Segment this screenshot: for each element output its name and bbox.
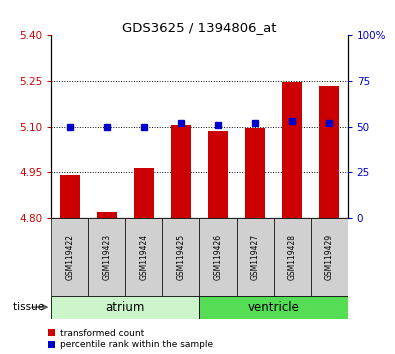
Bar [199,218,237,296]
Text: atrium: atrium [106,301,145,314]
Bar [126,218,162,296]
Bar [319,86,339,218]
Text: tissue: tissue [13,302,47,312]
Bar [274,218,310,296]
Text: GSM119427: GSM119427 [250,234,260,280]
Text: GSM119423: GSM119423 [102,234,111,280]
Bar [199,296,348,319]
Bar [97,212,117,218]
Bar [134,167,154,218]
Bar [51,296,199,319]
Text: GSM119425: GSM119425 [177,234,186,280]
Bar [310,218,348,296]
Bar [237,218,274,296]
Text: GSM119426: GSM119426 [213,234,222,280]
Bar [60,175,80,218]
Text: GSM119428: GSM119428 [288,234,297,280]
Bar [162,218,199,296]
Text: GSM119429: GSM119429 [325,234,334,280]
Bar [88,218,126,296]
Bar [208,131,228,218]
Bar [171,125,191,218]
Legend: transformed count, percentile rank within the sample: transformed count, percentile rank withi… [48,329,213,349]
Bar [51,218,88,296]
Text: ventricle: ventricle [248,301,299,314]
Bar [245,128,265,218]
Text: GSM119424: GSM119424 [139,234,149,280]
Bar [282,81,302,218]
Title: GDS3625 / 1394806_at: GDS3625 / 1394806_at [122,21,277,34]
Text: GSM119422: GSM119422 [65,234,74,280]
